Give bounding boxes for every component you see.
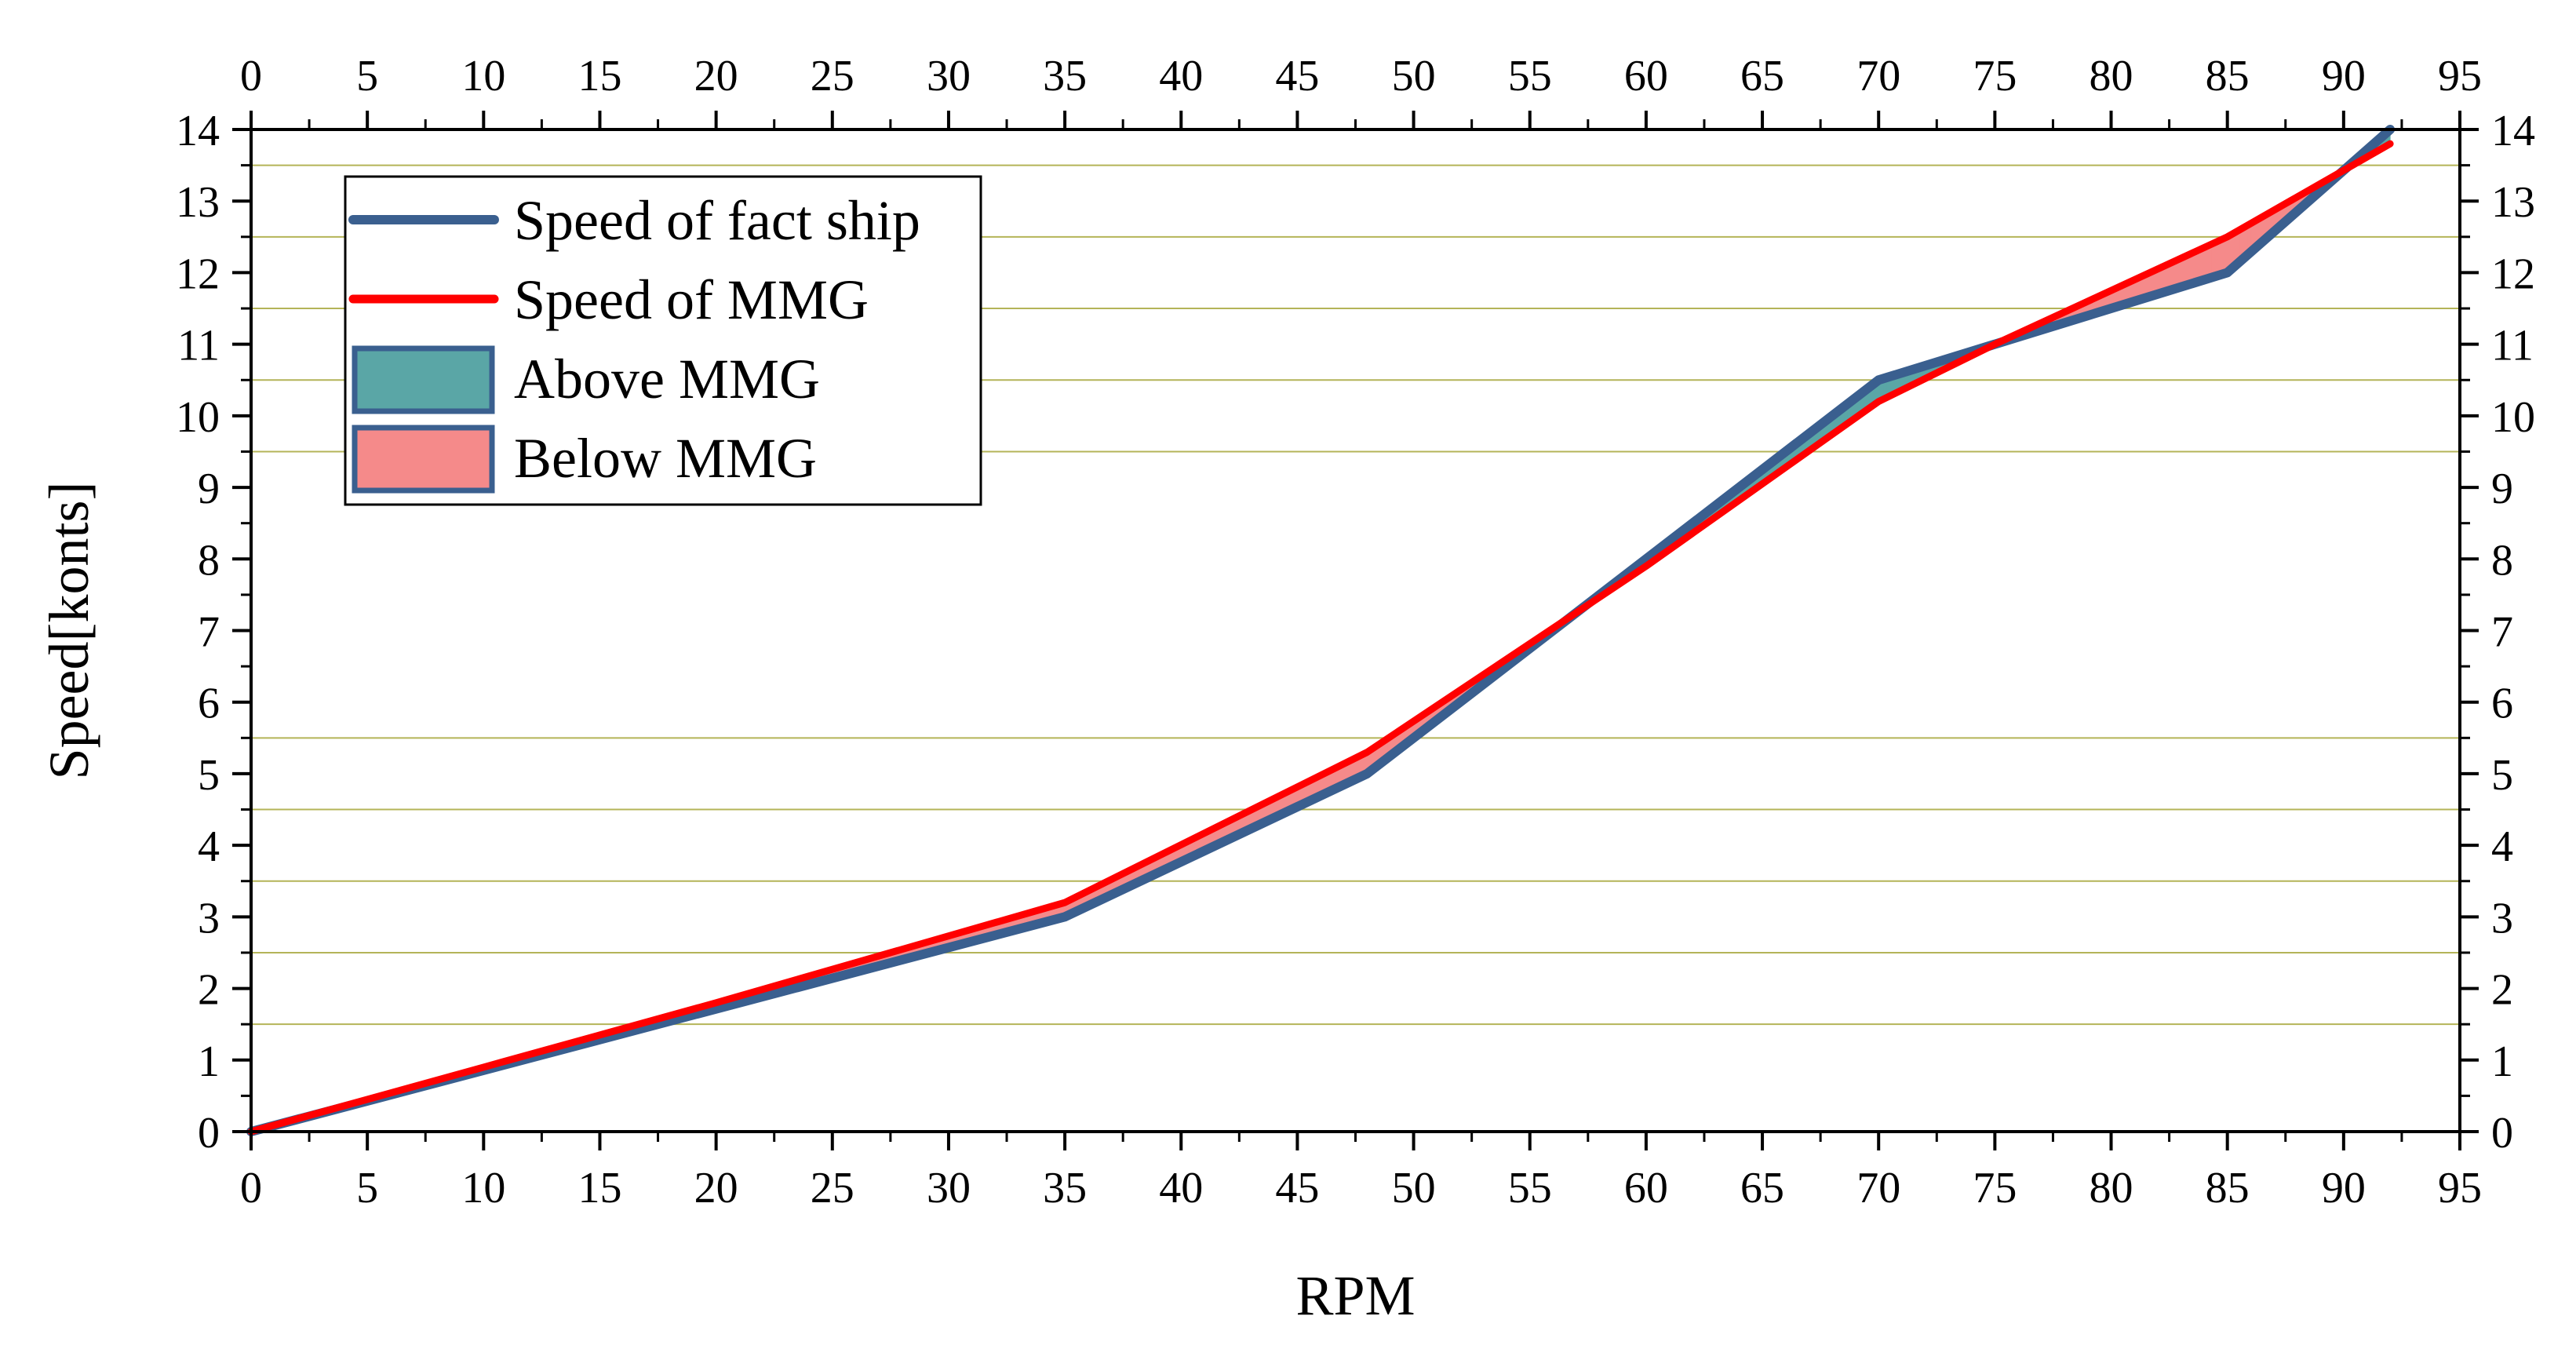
y-tick-label: 14	[176, 107, 220, 155]
x-tick-label: 50	[1392, 1164, 1436, 1212]
x-tick-label-top: 85	[2206, 52, 2250, 100]
x-tick-label-top: 90	[2322, 52, 2366, 100]
x-tick-label: 45	[1275, 1164, 1319, 1212]
x-tick-label: 40	[1159, 1164, 1203, 1212]
y-tick-label: 0	[198, 1109, 220, 1158]
x-tick-label-top: 5	[356, 52, 378, 100]
x-tick-label-top: 55	[1508, 52, 1552, 100]
legend-label: Speed of MMG	[514, 268, 869, 331]
x-tick-label: 25	[811, 1164, 854, 1212]
x-tick-label-top: 10	[461, 52, 505, 100]
y-tick-label-right: 4	[2491, 822, 2513, 871]
x-tick-label: 95	[2438, 1164, 2482, 1212]
y-tick-label: 8	[198, 536, 220, 585]
x-tick-label: 85	[2206, 1164, 2250, 1212]
y-tick-label: 7	[198, 608, 220, 657]
y-tick-label: 5	[198, 751, 220, 800]
ticks-layer	[232, 111, 2479, 1150]
y-tick-label-right: 8	[2491, 536, 2513, 585]
legend-layer: Speed of fact ship Speed of MMG Above MMG B…	[344, 175, 982, 506]
y-tick-label-right: 9	[2491, 465, 2513, 513]
x-tick-label: 20	[694, 1164, 738, 1212]
y-tick-label-right: 10	[2491, 393, 2535, 442]
y-tick-label: 12	[176, 250, 220, 298]
y-tick-label: 13	[176, 178, 220, 227]
y-tick-label: 9	[198, 465, 220, 513]
x-tick-label: 80	[2090, 1164, 2133, 1212]
y-tick-label: 1	[198, 1037, 220, 1086]
y-tick-label-right: 1	[2491, 1037, 2513, 1086]
x-tick-label: 5	[356, 1164, 378, 1212]
x-tick-label-top: 0	[240, 52, 262, 100]
x-tick-label: 75	[1973, 1164, 2017, 1212]
x-tick-label: 0	[240, 1164, 262, 1212]
series-layer	[246, 125, 2396, 1136]
x-tick-label-top: 30	[927, 52, 971, 100]
legend-label: Above MMG	[514, 348, 820, 410]
series-line-mmg	[247, 140, 2394, 1136]
y-tick-label-right: 6	[2491, 680, 2513, 728]
x-tick-label-top: 15	[578, 52, 621, 100]
labels-layer: 0055101015152020252530303535404045455050…	[38, 52, 2535, 1327]
legend-label: Below MMG	[514, 427, 817, 490]
x-tick-label-top: 70	[1856, 52, 1900, 100]
x-tick-label: 30	[927, 1164, 971, 1212]
series-line-fact-ship	[246, 125, 2396, 1136]
y-tick-label: 4	[198, 822, 220, 871]
x-tick-label-top: 50	[1392, 52, 1436, 100]
x-tick-label-top: 45	[1275, 52, 1319, 100]
x-tick-label: 90	[2322, 1164, 2366, 1212]
legend-swatch-below-mmg	[352, 425, 495, 494]
y-tick-label-right: 0	[2491, 1109, 2513, 1158]
y-tick-label: 3	[198, 894, 220, 942]
y-tick-label-right: 13	[2491, 178, 2535, 227]
y-tick-label: 6	[198, 680, 220, 728]
x-tick-label: 15	[578, 1164, 621, 1212]
x-tick-label-top: 35	[1043, 52, 1087, 100]
x-tick-label-top: 60	[1624, 52, 1668, 100]
x-tick-label-top: 80	[2090, 52, 2133, 100]
x-tick-label-top: 95	[2438, 52, 2482, 100]
y-tick-label-right: 14	[2491, 107, 2535, 155]
y-axis-title: Speed[konts]	[38, 482, 100, 780]
y-tick-label-right: 3	[2491, 894, 2513, 942]
x-axis-title: RPM	[1295, 1264, 1415, 1327]
y-tick-label: 10	[176, 393, 220, 442]
x-tick-label: 60	[1624, 1164, 1668, 1212]
x-tick-label: 55	[1508, 1164, 1552, 1212]
x-tick-label-top: 25	[811, 52, 854, 100]
x-tick-label-top: 65	[1740, 52, 1784, 100]
y-tick-label-right: 7	[2491, 608, 2513, 657]
x-tick-label: 10	[461, 1164, 505, 1212]
y-tick-label-right: 5	[2491, 751, 2513, 800]
x-tick-label-top: 75	[1973, 52, 2017, 100]
x-tick-label-top: 40	[1159, 52, 1203, 100]
y-tick-label-right: 11	[2491, 322, 2534, 370]
x-tick-label: 70	[1856, 1164, 1900, 1212]
y-tick-label: 11	[177, 322, 220, 370]
legend-swatch-above-mmg	[352, 345, 495, 414]
x-tick-label: 35	[1043, 1164, 1087, 1212]
legend-label: Speed of fact ship	[514, 189, 920, 252]
y-tick-label: 2	[198, 966, 220, 1015]
x-tick-label: 65	[1740, 1164, 1784, 1212]
y-tick-label-right: 2	[2491, 966, 2513, 1015]
y-tick-label-right: 12	[2491, 250, 2535, 298]
x-tick-label-top: 20	[694, 52, 738, 100]
